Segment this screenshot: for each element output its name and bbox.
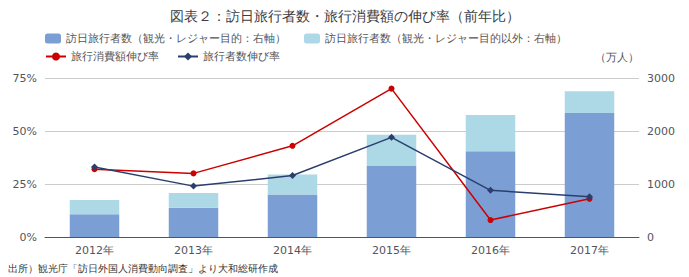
svg-text:2014年: 2014年: [273, 244, 312, 257]
svg-text:3000: 3000: [647, 72, 675, 85]
svg-text:50%: 50%: [13, 125, 37, 138]
svg-text:75%: 75%: [13, 72, 37, 85]
svg-text:旅行者数伸び率: 旅行者数伸び率: [203, 50, 280, 63]
svg-text:2013年: 2013年: [174, 244, 213, 257]
svg-text:訪日旅行者数（観光・レジャー目的以外：右軸）: 訪日旅行者数（観光・レジャー目的以外：右軸）: [325, 32, 567, 45]
svg-text:2017年: 2017年: [570, 244, 609, 257]
svg-text:2016年: 2016年: [471, 244, 510, 257]
svg-text:1000: 1000: [647, 178, 675, 191]
svg-text:旅行消費額伸び率: 旅行消費額伸び率: [71, 50, 159, 63]
svg-text:25%: 25%: [13, 178, 37, 191]
svg-text:出所）観光庁「訪日外国人消費動向調査」より大和総研作成: 出所）観光庁「訪日外国人消費動向調査」より大和総研作成: [8, 263, 278, 274]
svg-text:2015年: 2015年: [372, 244, 411, 257]
svg-text:図表２：訪日旅行者数・旅行消費額の伸び率（前年比）: 図表２：訪日旅行者数・旅行消費額の伸び率（前年比）: [170, 8, 520, 24]
svg-text:2000: 2000: [647, 125, 675, 138]
svg-text:0: 0: [647, 231, 654, 244]
svg-text:0%: 0%: [20, 231, 37, 244]
svg-text:（万人）: （万人）: [595, 51, 639, 64]
svg-text:訪日旅行者数（観光・レジャー目的：右軸）: 訪日旅行者数（観光・レジャー目的：右軸）: [66, 32, 286, 45]
svg-text:2012年: 2012年: [75, 244, 114, 257]
